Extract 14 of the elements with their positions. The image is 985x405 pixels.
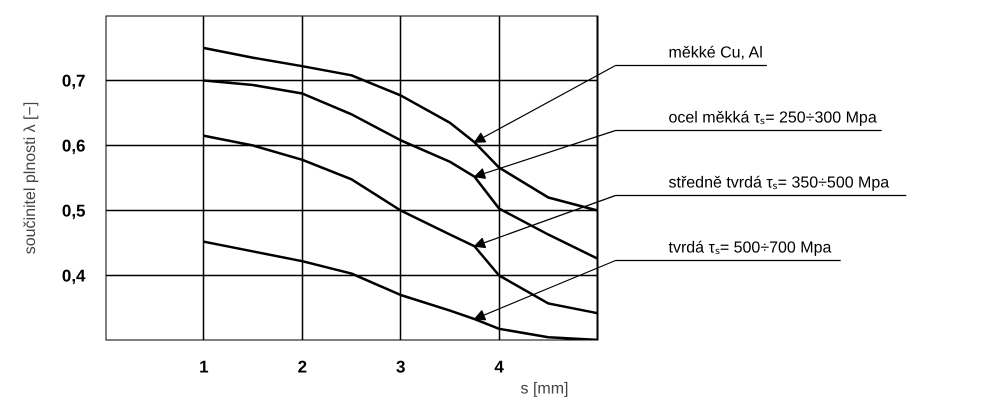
text: tvrdá τₛ= 500÷700 Mpa bbox=[668, 240, 832, 256]
y-tick-label: 0,7 bbox=[62, 72, 86, 90]
x-axis-title: s [mm] bbox=[520, 380, 569, 398]
text: středně tvrdá τₛ= 350÷500 Mpa bbox=[668, 174, 890, 192]
y-tick-label: 0,5 bbox=[62, 202, 86, 220]
x-tick-label: 1 bbox=[199, 358, 209, 376]
y-axis-title: součinitel plnosti λ [−] bbox=[22, 102, 39, 254]
y-tick-label: 0,6 bbox=[62, 136, 86, 156]
text: měkké Cu, Al bbox=[668, 44, 763, 62]
text: ocel měkká τₛ= 250÷300 Mpa bbox=[668, 110, 877, 126]
x-tick-label: 4 bbox=[494, 358, 504, 376]
x-tick-label: 3 bbox=[396, 358, 406, 376]
x-tick-label: 2 bbox=[298, 358, 308, 376]
y-tick-label: 0,4 bbox=[62, 266, 86, 286]
